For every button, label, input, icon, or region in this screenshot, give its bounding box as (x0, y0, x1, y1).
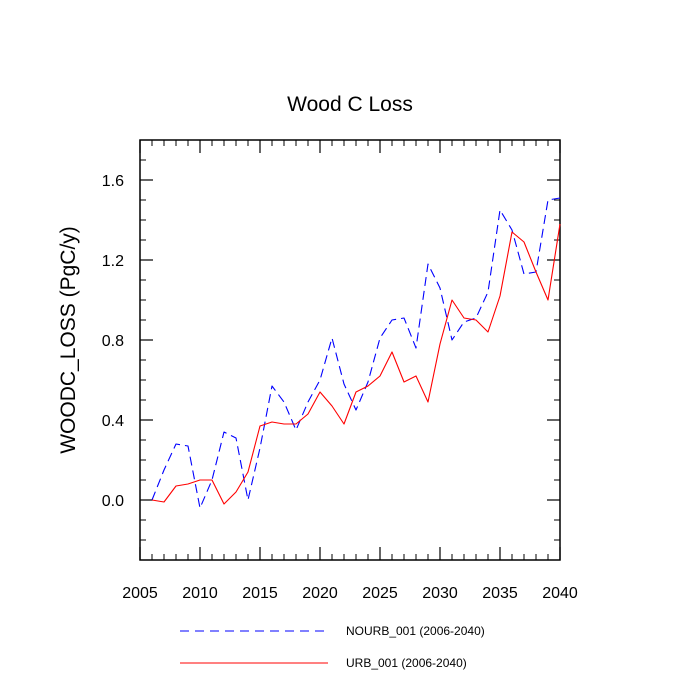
series-line-urb (151, 223, 561, 505)
x-tick-label: 2015 (242, 585, 278, 602)
x-tick-label: 2025 (362, 585, 398, 602)
y-axis-label: WOODC_LOSS (PgC/y) (57, 226, 80, 454)
x-tick-label: 2010 (182, 585, 218, 602)
x-tick-label: 2030 (422, 585, 458, 602)
y-tick-label: 0.0 (102, 493, 124, 510)
y-tick-label: 0.4 (102, 413, 124, 430)
legend-label-urb: URB_001 (2006-2040) (346, 656, 467, 670)
legend: NOURB_001 (2006-2040) URB_001 (2006-2040) (180, 624, 485, 670)
chart-title: Wood C Loss (287, 93, 413, 116)
y-tick-label: 1.2 (102, 253, 124, 270)
x-tick-label: 2035 (482, 585, 518, 602)
plot-frame (139, 139, 561, 561)
x-tick-label: 2040 (542, 585, 578, 602)
y-tick-label: 0.8 (102, 333, 124, 350)
plot-area: 2005 2010 2015 2020 2025 2030 2035 2040 0.0 0.4 0.… (102, 139, 578, 602)
x-tick-label: 2005 (122, 585, 158, 602)
legend-label-nourb: NOURB_001 (2006-2040) (346, 624, 485, 638)
series-line-nourb (151, 197, 561, 509)
x-tick-label: 2020 (302, 585, 338, 602)
y-tick-label: 1.6 (102, 173, 124, 190)
